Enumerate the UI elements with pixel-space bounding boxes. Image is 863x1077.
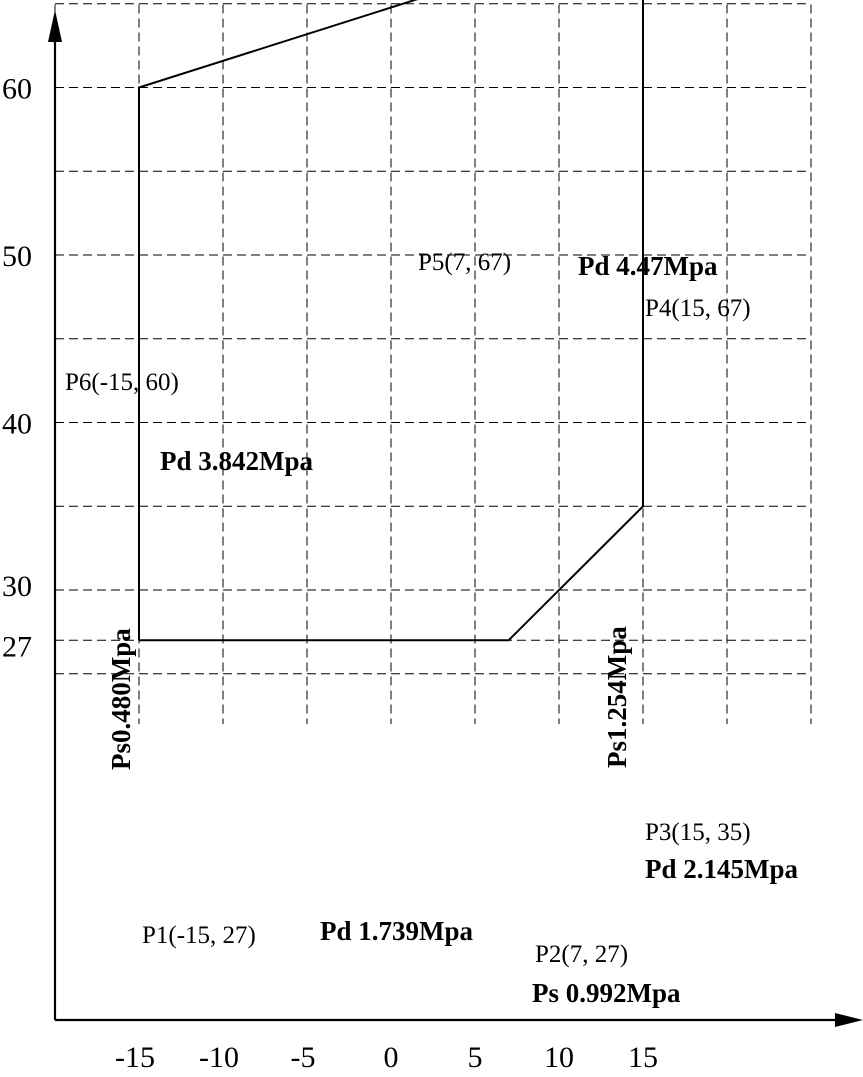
annotation-ps-0-480: Ps0.480Mpa	[106, 628, 136, 770]
point-label-p4: P4(15, 67)	[645, 295, 751, 322]
y-tick-label: 30	[2, 570, 32, 603]
point-labels: P1(-15, 27) P2(7, 27) P3(15, 35) P4(15, …	[65, 249, 751, 968]
annotations: Pd 4.47Mpa Pd 3.842Mpa Ps0.480Mpa Ps1.25…	[106, 251, 799, 1008]
annotation-pd-1-739: Pd 1.739Mpa	[320, 916, 474, 946]
point-label-p3: P3(15, 35)	[645, 819, 751, 846]
y-tick-labels: 27304050606770	[2, 73, 32, 664]
axes	[48, 10, 863, 1027]
y-tick-label: 40	[2, 408, 32, 441]
x-tick-label: 5	[468, 1041, 483, 1074]
annotation-ps-0-992: Ps 0.992Mpa	[532, 978, 681, 1008]
series-line	[138, 0, 644, 642]
annotation-ps-1-254: Ps1.254Mpa	[602, 626, 632, 768]
x-tick-label: -5	[291, 1041, 316, 1074]
annotation-pd-3-842: Pd 3.842Mpa	[160, 446, 314, 476]
x-axis-arrow	[835, 1013, 863, 1027]
point-label-p5: P5(7, 67)	[418, 249, 511, 276]
y-axis-arrow	[48, 10, 62, 42]
x-tick-label: -10	[199, 1041, 239, 1074]
x-tick-label: 10	[544, 1041, 574, 1074]
y-tick-label: 60	[2, 73, 32, 106]
y-tick-label: 27	[2, 630, 32, 663]
y-tick-label: 50	[2, 240, 32, 273]
point-label-p2: P2(7, 27)	[535, 941, 628, 968]
x-tick-label: -15	[115, 1041, 155, 1074]
grid	[54, 0, 812, 724]
x-tick-label: 0	[384, 1041, 399, 1074]
point-label-p6: P6(-15, 60)	[65, 369, 179, 396]
x-tick-labels: -15 -10 -5 0 5 10 15	[115, 1041, 658, 1074]
x-tick-label: 15	[628, 1041, 658, 1074]
annotation-pd-4-47: Pd 4.47Mpa	[578, 251, 718, 281]
point-label-p1: P1(-15, 27)	[142, 922, 256, 949]
annotation-pd-2-145: Pd 2.145Mpa	[645, 854, 799, 884]
